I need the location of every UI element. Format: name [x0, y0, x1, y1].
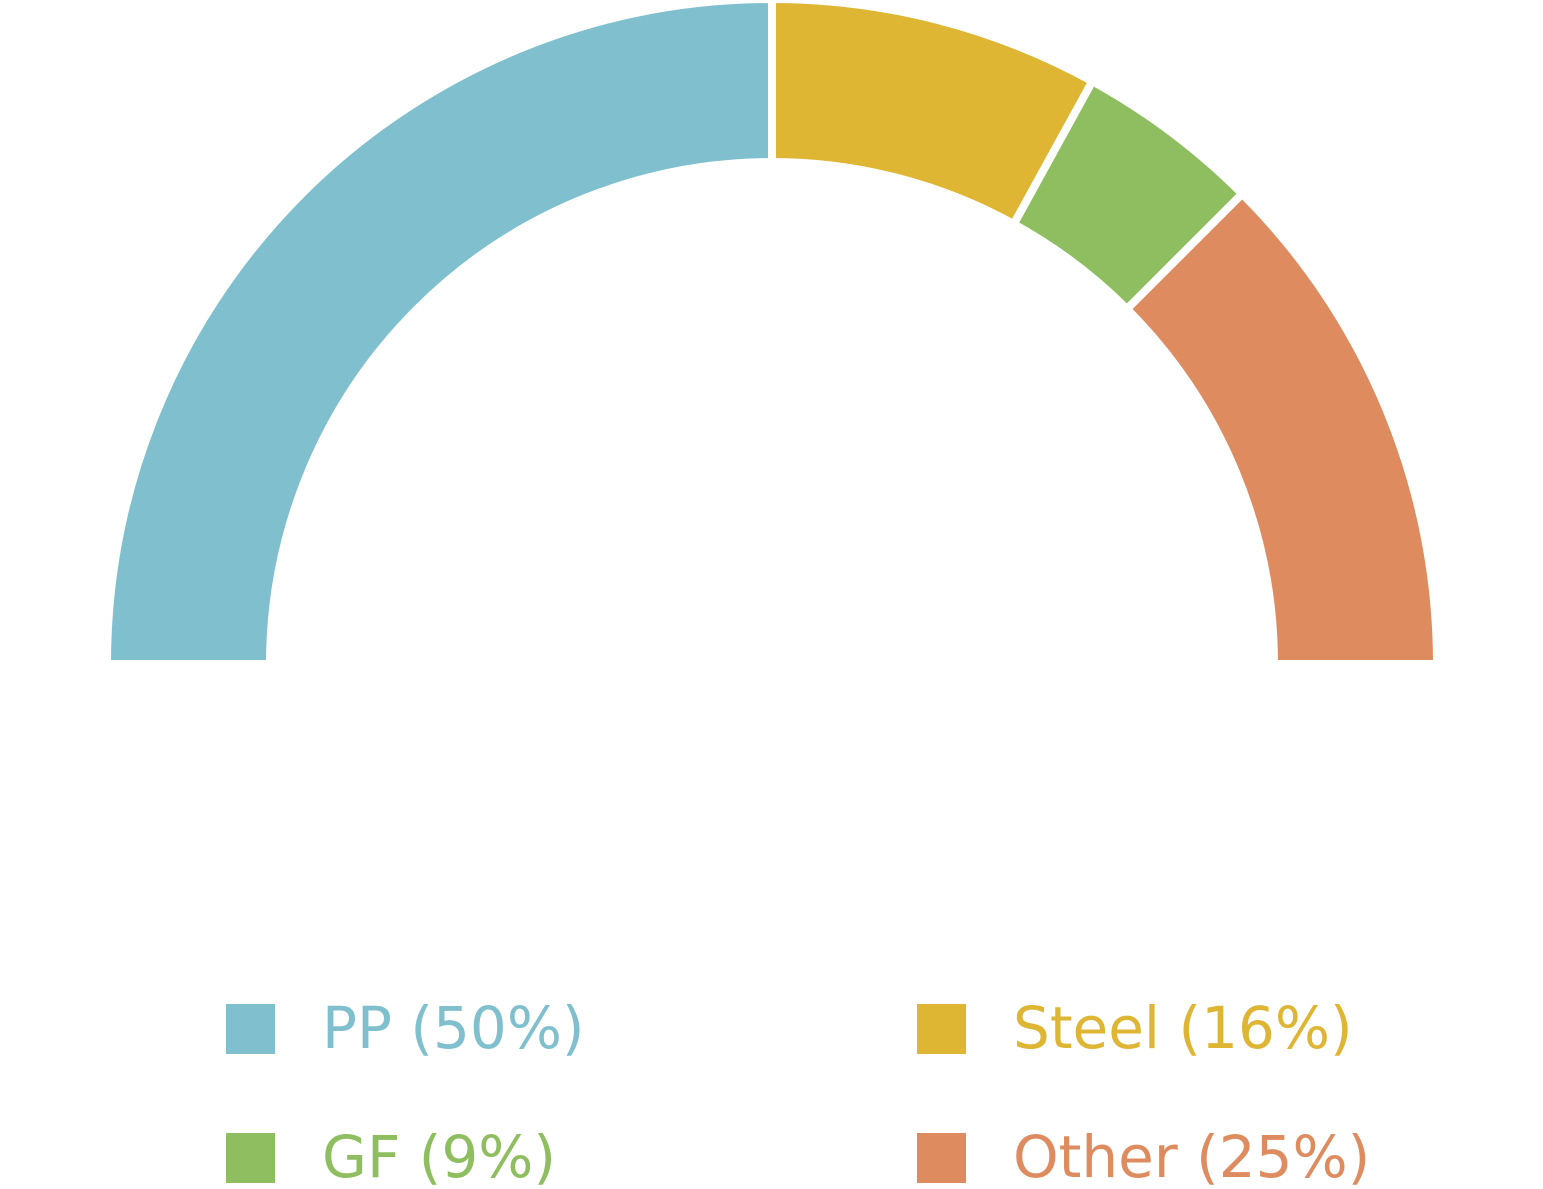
legend-label: Other (25%) — [1013, 1123, 1370, 1189]
donut-segment — [1121, 188, 1442, 668]
legend-label: GF (9%) — [322, 1123, 556, 1189]
legend-swatch — [226, 1004, 275, 1054]
legend-swatch — [917, 1004, 966, 1054]
legend-label: Steel (16%) — [1013, 994, 1353, 1062]
legend-swatch — [226, 1133, 275, 1183]
legend-label: PP (50%) — [322, 994, 585, 1062]
legend-swatch — [917, 1133, 966, 1183]
donut-segment — [102, 0, 776, 668]
